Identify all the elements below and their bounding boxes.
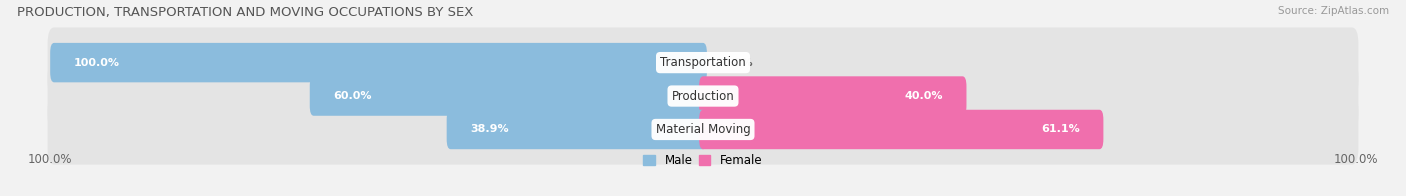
- Legend: Male, Female: Male, Female: [644, 154, 762, 167]
- Text: PRODUCTION, TRANSPORTATION AND MOVING OCCUPATIONS BY SEX: PRODUCTION, TRANSPORTATION AND MOVING OC…: [17, 6, 474, 19]
- Text: 100.0%: 100.0%: [28, 153, 73, 166]
- FancyBboxPatch shape: [48, 27, 1358, 98]
- FancyBboxPatch shape: [48, 61, 1358, 131]
- FancyBboxPatch shape: [309, 76, 707, 116]
- Text: Material Moving: Material Moving: [655, 123, 751, 136]
- FancyBboxPatch shape: [51, 43, 707, 82]
- Text: 38.9%: 38.9%: [470, 124, 509, 134]
- Text: 40.0%: 40.0%: [904, 91, 943, 101]
- Text: 0.0%: 0.0%: [723, 58, 754, 68]
- FancyBboxPatch shape: [699, 110, 1104, 149]
- FancyBboxPatch shape: [699, 76, 966, 116]
- Text: Source: ZipAtlas.com: Source: ZipAtlas.com: [1278, 6, 1389, 16]
- Text: 60.0%: 60.0%: [333, 91, 371, 101]
- FancyBboxPatch shape: [48, 94, 1358, 165]
- Text: 100.0%: 100.0%: [73, 58, 120, 68]
- FancyBboxPatch shape: [447, 110, 707, 149]
- Text: 100.0%: 100.0%: [1333, 153, 1378, 166]
- Text: Production: Production: [672, 90, 734, 103]
- Text: 61.1%: 61.1%: [1042, 124, 1080, 134]
- Text: Transportation: Transportation: [661, 56, 745, 69]
